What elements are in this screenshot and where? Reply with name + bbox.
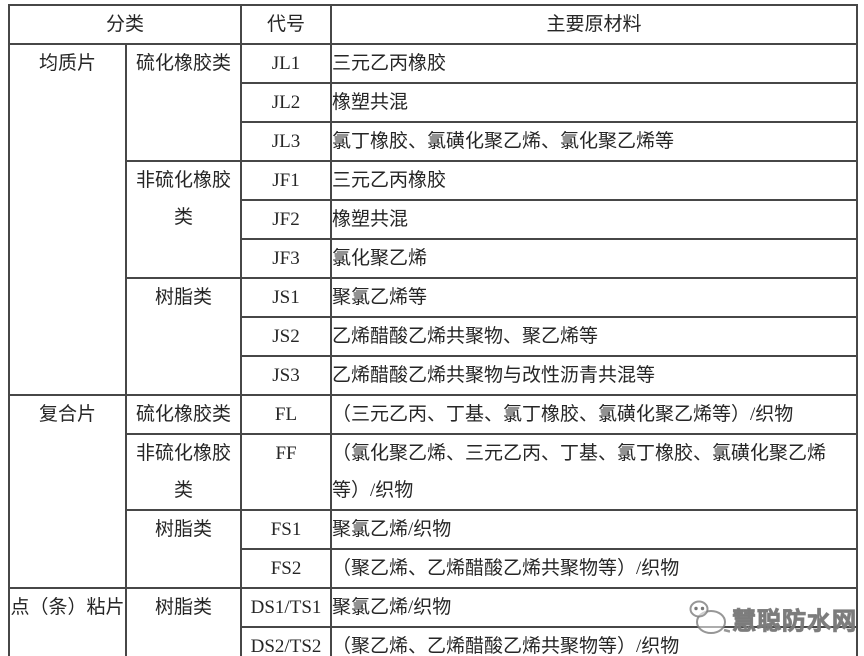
table-row: JL2 橡塑共混 xyxy=(9,82,859,123)
cell-code: JL1 xyxy=(240,43,333,84)
cell-subcategory: 非硫化橡胶类 xyxy=(124,433,243,511)
table-row: 树脂类 FS1 聚氯乙烯/织物 xyxy=(9,509,859,589)
cell-code: JL3 xyxy=(240,121,333,162)
materials-table: 分类 代号 主要原材料 均质片 硫化橡胶类 JL1 三元乙丙橡胶 JL2 橡塑共… xyxy=(7,4,859,656)
table-row: 均质片 硫化橡胶类 JL1 三元乙丙橡胶 xyxy=(8,43,859,396)
cell-material: 聚氯乙烯/织物 xyxy=(330,509,859,550)
watermark-label: 慧聪防水网 xyxy=(732,607,857,635)
cell-code: FL xyxy=(240,394,333,435)
table-row: JS3 乙烯醋酸乙烯共聚物与改性沥青共混等 xyxy=(9,355,859,396)
cell-category-homogeneous: 均质片 xyxy=(8,43,127,396)
speech-bubble-logo-icon xyxy=(689,600,730,634)
cell-code: JS3 xyxy=(240,355,333,396)
cell-material: （聚乙烯、乙烯醋酸乙烯共聚物等）/织物 xyxy=(330,626,859,656)
cell-material: 橡塑共混 xyxy=(330,199,859,240)
watermark: 慧聪防水网 xyxy=(688,599,857,637)
cell-subcategory: 树脂类 xyxy=(124,277,243,396)
cell-material: 氯丁橡胶、氯磺化聚乙烯、氯化聚乙烯等 xyxy=(330,121,859,162)
table-row: DS2/TS2 （聚乙烯、乙烯醋酸乙烯共聚物等）/织物 xyxy=(9,626,859,656)
table-row: JS2 乙烯醋酸乙烯共聚物、聚乙烯等 xyxy=(9,316,859,357)
cell-code: JF3 xyxy=(240,238,333,279)
cell-code: FS1 xyxy=(240,509,333,550)
cell-subcategory: 硫化橡胶类 xyxy=(124,394,243,435)
table-row: 树脂类 JS1 聚氯乙烯等 xyxy=(9,277,859,396)
cell-material: 聚氯乙烯等 xyxy=(330,277,859,318)
cell-material: （聚乙烯、乙烯醋酸乙烯共聚物等）/织物 xyxy=(330,548,859,589)
table-row: 非硫化橡胶类 FF （氯化聚乙烯、三元乙丙、丁基、氯丁橡胶、氯磺化聚乙烯等）/织… xyxy=(9,433,859,511)
cell-code: JF2 xyxy=(240,199,333,240)
header-code: 代号 xyxy=(240,4,333,45)
cell-code: JS2 xyxy=(240,316,333,357)
table-row: 复合片 硫化橡胶类 FL （三元乙丙、丁基、氯丁橡胶、氯磺化聚乙烯等）/织物 xyxy=(8,394,859,589)
header-row: 分类 代号 主要原材料 xyxy=(7,4,859,45)
cell-subcategory: 非硫化橡胶类 xyxy=(124,160,243,279)
cell-code: JF1 xyxy=(240,160,333,201)
cell-code: JL2 xyxy=(240,82,333,123)
header-classification: 分类 xyxy=(7,4,243,45)
cell-subcategory: 树脂类 xyxy=(124,509,243,589)
cell-code: FF xyxy=(240,433,333,511)
table-row: FS2 （聚乙烯、乙烯醋酸乙烯共聚物等）/织物 xyxy=(9,548,859,589)
cell-subcategory: 树脂类 xyxy=(124,587,243,656)
cell-material: 乙烯醋酸乙烯共聚物、聚乙烯等 xyxy=(330,316,859,357)
cell-material: 三元乙丙橡胶 xyxy=(330,43,859,84)
cell-subcategory: 硫化橡胶类 xyxy=(124,43,243,162)
table-row: 点（条）粘片 树脂类 DS1/TS1 聚氯乙烯/织物 xyxy=(8,587,859,656)
cell-code: FS2 xyxy=(240,548,333,589)
cell-material: 乙烯醋酸乙烯共聚物与改性沥青共混等 xyxy=(330,355,859,396)
cell-material: 三元乙丙橡胶 xyxy=(330,160,859,201)
cell-code: DS1/TS1 xyxy=(240,587,333,628)
cell-material: 氯化聚乙烯 xyxy=(330,238,859,279)
header-material: 主要原材料 xyxy=(330,4,859,45)
cell-material: （氯化聚乙烯、三元乙丙、丁基、氯丁橡胶、氯磺化聚乙烯等）/织物 xyxy=(330,433,859,511)
table-row: 非硫化橡胶类 JF1 三元乙丙橡胶 xyxy=(9,160,859,279)
cell-category-spot-strip: 点（条）粘片 xyxy=(8,587,127,656)
cell-code: DS2/TS2 xyxy=(240,626,333,656)
cell-material: （三元乙丙、丁基、氯丁橡胶、氯磺化聚乙烯等）/织物 xyxy=(330,394,859,435)
cell-code: JS1 xyxy=(240,277,333,318)
cell-material: 橡塑共混 xyxy=(330,82,859,123)
table-row: JF2 橡塑共混 xyxy=(9,199,859,240)
table-row: JF3 氯化聚乙烯 xyxy=(9,238,859,279)
table-row: JL3 氯丁橡胶、氯磺化聚乙烯、氯化聚乙烯等 xyxy=(9,121,859,162)
cell-material: 聚氯乙烯/织物 xyxy=(330,587,859,628)
cell-category-composite: 复合片 xyxy=(8,394,127,589)
